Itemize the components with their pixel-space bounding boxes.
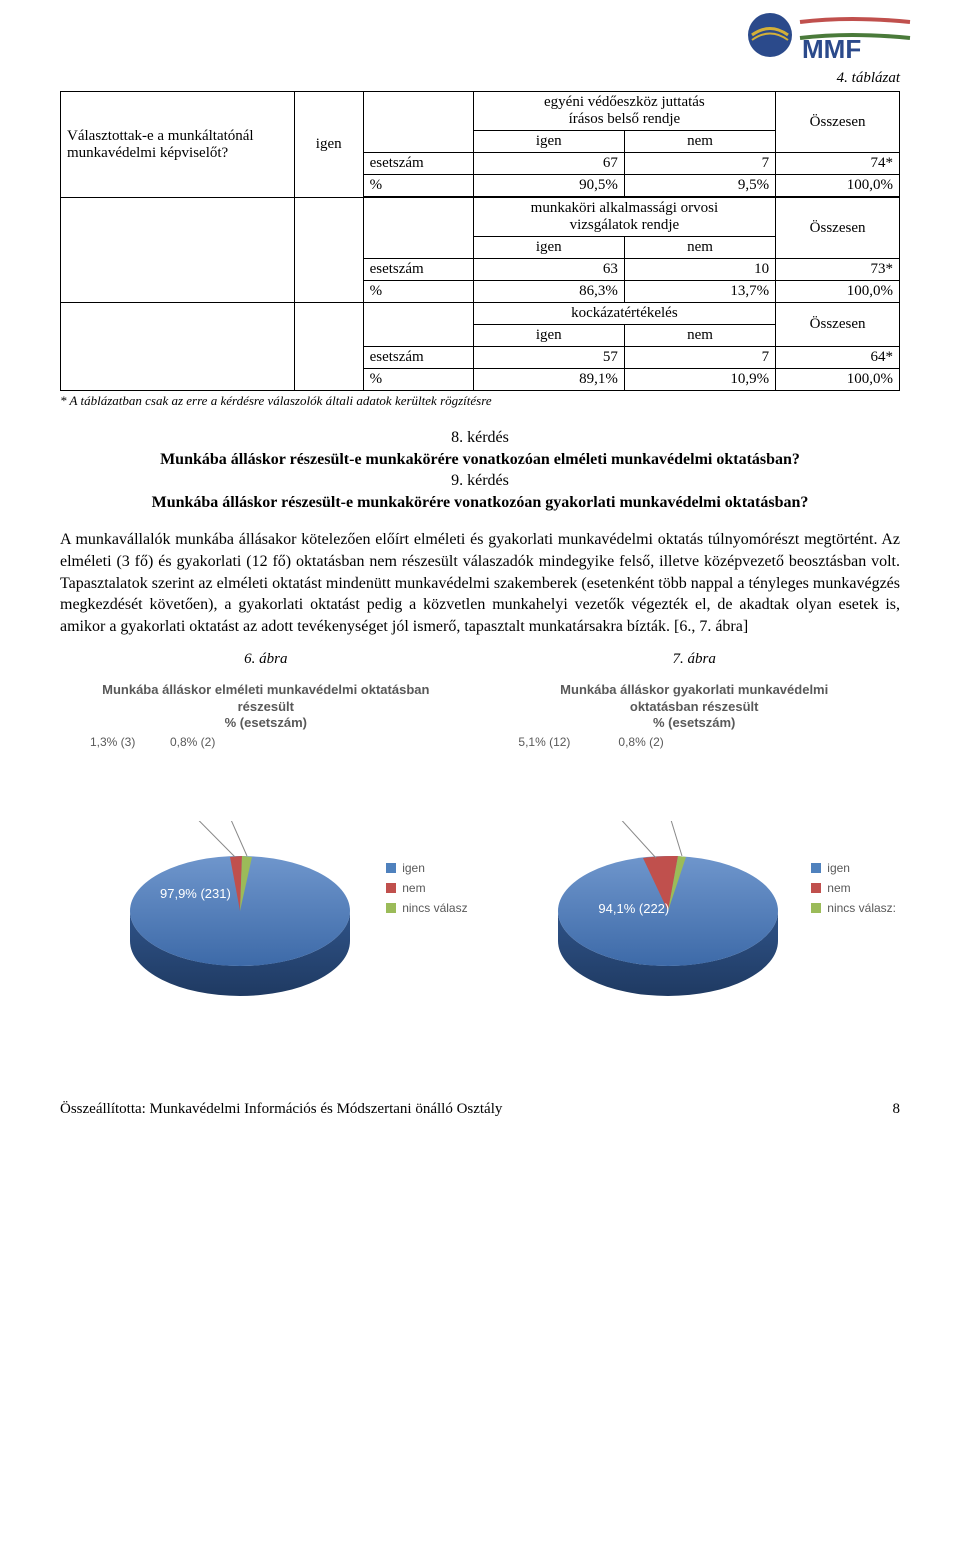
subhead-2: munkaköri alkalmassági orvosivizsgálatok…	[473, 198, 776, 237]
page-number: 8	[893, 1101, 901, 1118]
legend-item: igen	[811, 861, 896, 875]
table-caption: 4. táblázat	[60, 70, 900, 87]
table-cell: 100,0%	[776, 175, 900, 197]
table-cell: 9,5%	[624, 175, 775, 197]
legend-item: nincs válasz	[386, 901, 467, 915]
col-osszesen: Összesen	[776, 92, 900, 153]
table-cell: 10	[624, 259, 775, 281]
legend-item: nem	[386, 881, 467, 895]
col-percent-3: %	[363, 369, 473, 391]
chart7-legend: igen nem nincs válasz:	[811, 861, 896, 921]
legend-item: nincs válasz:	[811, 901, 896, 915]
table-cell: 67	[473, 153, 624, 175]
legend-item: nem	[811, 881, 896, 895]
col-osszesen-3: Összesen	[776, 303, 900, 347]
table-cell: 89,1%	[473, 369, 624, 391]
footer-text: Összeállította: Munkavédelmi Információs…	[60, 1101, 502, 1118]
chart6-label-igen: 97,9% (231)	[160, 886, 231, 901]
row-label: Választottak-e a munkáltatónál munkavéde…	[61, 92, 295, 198]
subcol-igen-2: igen	[473, 237, 624, 259]
subcol-nem: nem	[624, 131, 775, 153]
mmf-logo: MMF	[740, 10, 920, 60]
table-cell: 7	[624, 347, 775, 369]
chart6-title: Munkába álláskor elméleti munkavédelmi o…	[60, 682, 472, 731]
chart7-label-igen: 94,1% (222)	[598, 901, 669, 916]
table-cell: 100,0%	[776, 369, 900, 391]
chart-7: Munkába álláskor gyakorlati munkavédelmi…	[488, 682, 900, 1041]
q9-text: Munkába álláskor részesült-e munkakörére…	[152, 494, 809, 511]
table-cell: 57	[473, 347, 624, 369]
table-cell: 64*	[776, 347, 900, 369]
col-esetszam-2: esetszám	[363, 259, 473, 281]
fig6-caption: 6. ábra	[60, 651, 472, 668]
chart7-title: Munkába álláskor gyakorlati munkavédelmi…	[488, 682, 900, 731]
chart6-legend: igen nem nincs válasz	[386, 861, 467, 921]
subcol-nem-2: nem	[624, 237, 775, 259]
col-percent: %	[363, 175, 473, 197]
body-paragraph: A munkavállalók munkába állásakor kötele…	[60, 529, 900, 637]
table-cell: 86,3%	[473, 281, 624, 303]
chart7-leader-nincs: 0,8% (2)	[618, 735, 663, 749]
table-cell: 13,7%	[624, 281, 775, 303]
svg-text:MMF: MMF	[802, 34, 861, 60]
q9-number: 9. kérdés	[451, 472, 509, 489]
table-footnote: * A táblázatban csak az erre a kérdésre …	[60, 393, 900, 409]
table-cell: 73*	[776, 259, 900, 281]
table-cell: 90,5%	[473, 175, 624, 197]
table-cell: 10,9%	[624, 369, 775, 391]
q8-text: Munkába álláskor részesült-e munkakörére…	[160, 451, 800, 468]
subhead-1: egyéni védőeszköz juttatásírásos belső r…	[473, 92, 776, 131]
chart6-pie	[110, 821, 370, 1001]
table-cell: 100,0%	[776, 281, 900, 303]
data-table: Választottak-e a munkáltatónál munkavéde…	[60, 91, 900, 391]
chart6-leader-nincs: 0,8% (2)	[170, 735, 215, 749]
table-cell: 7	[624, 153, 775, 175]
table-cell: 74*	[776, 153, 900, 175]
chart6-leader-nem: 1,3% (3)	[90, 735, 135, 749]
col-esetszam-3: esetszám	[363, 347, 473, 369]
q8-number: 8. kérdés	[451, 429, 509, 446]
col-osszesen-2: Összesen	[776, 198, 900, 259]
subhead-3: kockázatértékelés	[473, 303, 776, 325]
chart-6: Munkába álláskor elméleti munkavédelmi o…	[60, 682, 472, 1041]
row-igen: igen	[294, 92, 363, 198]
chart7-leader-nem: 5,1% (12)	[518, 735, 570, 749]
subcol-igen-3: igen	[473, 325, 624, 347]
col-percent-2: %	[363, 281, 473, 303]
legend-item: igen	[386, 861, 467, 875]
question-8: 8. kérdés Munkába álláskor részesült-e m…	[60, 427, 900, 513]
subcol-nem-3: nem	[624, 325, 775, 347]
table-cell: 63	[473, 259, 624, 281]
subcol-igen: igen	[473, 131, 624, 153]
fig7-caption: 7. ábra	[488, 651, 900, 668]
col-esetszam: esetszám	[363, 153, 473, 175]
